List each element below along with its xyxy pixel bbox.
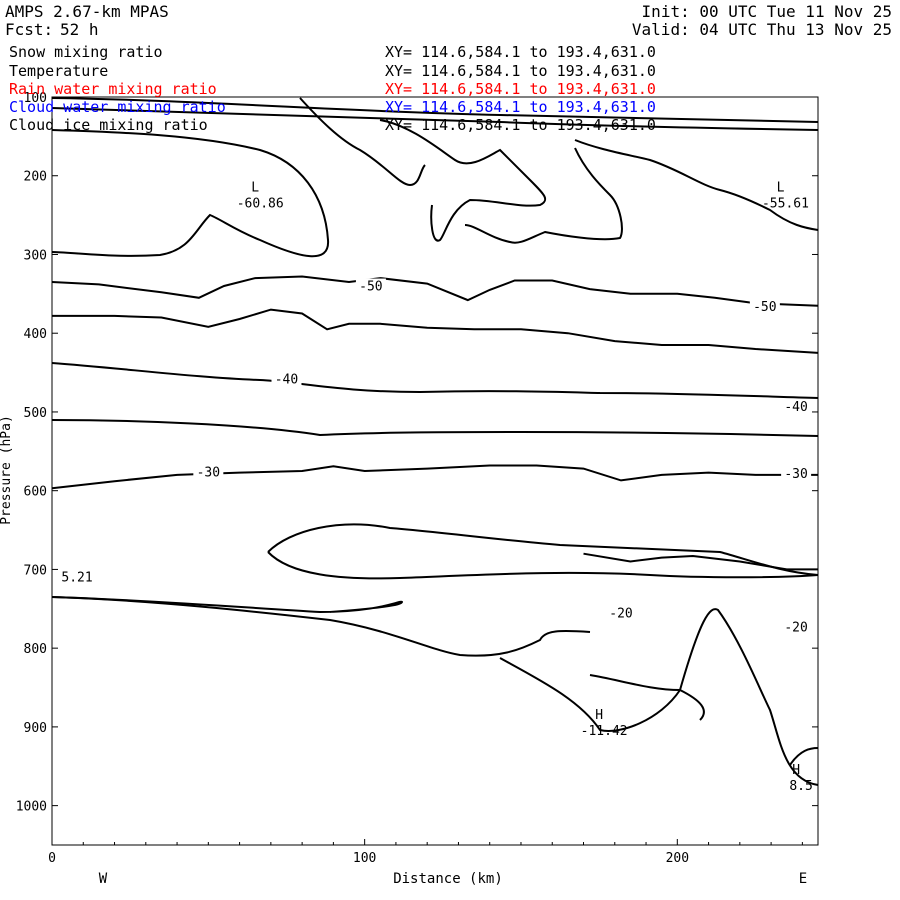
field-name-snow: Snow mixing ratio [9,43,163,61]
extremum-value: -55.61 [762,196,809,211]
extremum-value: 5.21 [61,570,92,585]
isotherm-label-bg [271,371,302,386]
y-tick-label: 400 [24,327,47,342]
init-time: Init: 00 UTC Tue 11 Nov 25 [641,2,892,21]
contour-mid-2 [51,419,819,437]
contour-top-band-2 [51,107,819,131]
y-axis-label: Pressure (hPa) [0,415,14,525]
field-name-temperature: Temperature [9,62,109,80]
contour-upper-4 [574,139,819,231]
isotherm-label: -50 [753,300,776,315]
contour-mid-1 [51,362,819,399]
field-range-temperature: XY= 114.6,584.1 to 193.4,631.0 [385,62,656,80]
axis-ticks: 100 200 300 400 500 600 700 800 900 1000 0 100 200 [16,91,818,866]
isotherm-label-bg [781,465,812,480]
contour-east-low [789,747,819,766]
forecast-hours: 52 h [60,20,99,39]
x-tick-label: 0 [48,851,56,866]
field-name-cloud-water: Cloud water mixing ratio [9,98,226,116]
y-tick-label: 500 [24,406,47,421]
contour-upper-2 [299,97,426,187]
y-tick-label: 800 [24,642,47,657]
y-tick-label: 200 [24,170,47,185]
isotherm-label: -30 [784,467,807,482]
extremum-letter: H [595,708,603,723]
extremum-letter: L [251,180,259,195]
extremum-value: 8.5 [789,779,812,794]
valid-time: Valid: 04 UTC Thu 13 Nov 25 [631,20,892,39]
contour-upper-5 [464,147,623,244]
x-tick-label: 200 [666,851,689,866]
field-range-snow: XY= 114.6,584.1 to 193.4,631.0 [385,43,656,61]
field-range-cloud-water: XY= 114.6,584.1 to 193.4,631.0 [385,98,656,116]
isotherm-label: -50 [359,280,382,295]
isotherm-line--50 [51,275,819,307]
contour-upper-3 [379,119,547,242]
extremum-value: -60.86 [237,196,284,211]
y-tick-label: 1000 [16,800,47,815]
contour-layer [51,97,819,786]
isotherm-line--20 [583,552,818,571]
contour-valley [589,674,705,721]
isotherm-label-bg [606,605,637,620]
isotherm-label-bg [781,399,812,414]
isotherm-label: -30 [197,465,220,480]
isotherm-label-bg [355,278,386,293]
extremum-letter: L [777,180,785,195]
contour-lower-2 [51,596,591,657]
forecast-label: Fcst: [5,20,54,39]
isotherm-line--40 [52,308,819,354]
west-label: W [99,871,108,887]
extremum-letter: H [792,763,800,778]
plot-frame [51,96,819,846]
axis-labels: Distance (km) Pressure (hPa) W E [0,415,807,887]
contour-upper-1 [51,129,330,258]
isotherm-label-bg [749,299,780,314]
x-tick-label: 100 [353,851,376,866]
y-tick-label: 300 [24,248,47,263]
isotherm-label: -20 [784,620,807,635]
isotherm-line--30 [51,464,818,490]
contour-700-loop [267,523,819,580]
y-tick-label: 700 [24,563,47,578]
contour-mountain [499,608,819,786]
y-tick-label: 600 [24,485,47,500]
model-title: AMPS 2.67-km MPAS [5,2,169,21]
isotherm-label: -20 [609,606,632,621]
isotherm-label: -40 [784,400,807,415]
field-name-cloud-ice: Cloud ice mixing ratio [9,116,208,134]
extremum-value: -11.42 [581,724,628,739]
y-tick-label: 900 [24,721,47,736]
field-name-rain: Rain water mixing ratio [9,80,217,98]
isotherm-label-bg [781,619,812,634]
field-range-rain: XY= 114.6,584.1 to 193.4,631.0 [385,80,656,98]
contour-lower-1 [51,596,404,614]
x-axis-label: Distance (km) [393,871,503,887]
contour-top-band [51,97,819,123]
isotherm-layer: -50 -50 -40 -40 -30 -30 -20 -20 [51,275,819,635]
isotherm-label: -40 [275,372,298,387]
y-tick-label: 100 [24,91,47,106]
field-range-cloud-ice: XY= 114.6,584.1 to 193.4,631.0 [385,116,656,134]
east-label: E [799,871,807,887]
isotherm-label-bg [193,464,224,479]
